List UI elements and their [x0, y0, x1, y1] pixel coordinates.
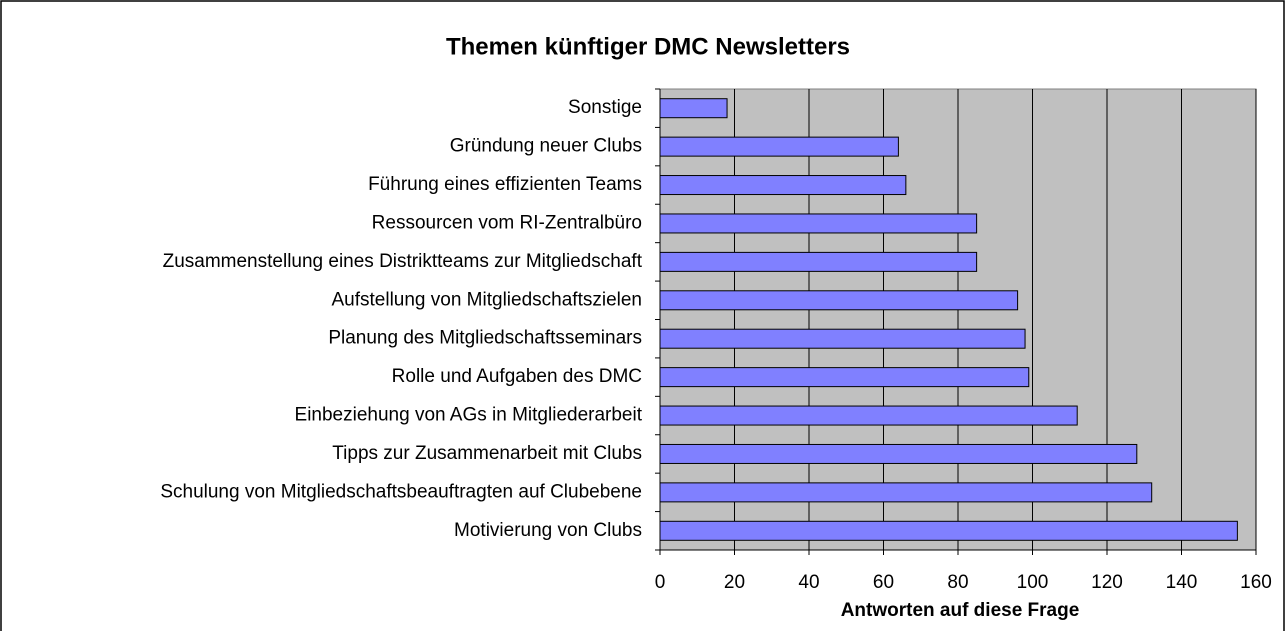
- y-tick-label: Gründung neuer Clubs: [450, 136, 642, 157]
- bar: [659, 328, 1026, 349]
- y-tick-label: Zusammenstellung eines Distriktteams zur…: [163, 251, 643, 272]
- x-tick-label: 80: [947, 572, 968, 593]
- x-tick-label: 0: [655, 572, 666, 593]
- y-tick-label: Planung des Mitgliedschaftsseminars: [328, 328, 642, 349]
- y-tick-label: Sonstige: [568, 97, 642, 118]
- chart-title: Themen künftiger DMC Newsletters: [446, 33, 850, 60]
- x-axis-label: Antworten auf diese Frage: [841, 600, 1080, 621]
- x-tick-label: 40: [798, 572, 819, 593]
- y-tick-label: Schulung von Mitgliedschaftsbeauftragten…: [160, 481, 642, 502]
- bar: [659, 443, 1138, 464]
- bar: [659, 98, 728, 119]
- x-tick-label: 160: [1240, 572, 1272, 593]
- bar: [659, 405, 1078, 426]
- x-tick-label: 120: [1091, 572, 1123, 593]
- bar: [659, 251, 978, 272]
- bar: [659, 136, 899, 157]
- x-tick-label: 100: [1017, 572, 1049, 593]
- x-tick-label: 140: [1166, 572, 1198, 593]
- y-tick-label: Tipps zur Zusammenarbeit mit Clubs: [332, 443, 642, 464]
- bar: [659, 213, 978, 234]
- x-tick-label: 20: [724, 572, 745, 593]
- bar: [659, 290, 1019, 311]
- bar: [659, 367, 1030, 388]
- y-tick-label: Motivierung von Clubs: [454, 520, 642, 541]
- y-tick-label: Aufstellung von Mitgliedschaftszielen: [331, 289, 642, 310]
- y-tick-label: Ressourcen vom RI-Zentralbüro: [372, 212, 642, 233]
- y-tick-label: Führung eines effizienten Teams: [368, 174, 642, 195]
- bar: [659, 482, 1153, 503]
- y-tick-label: Einbeziehung von AGs in Mitgliederarbeit: [295, 405, 643, 426]
- x-tick-label: 60: [873, 572, 894, 593]
- bar: [659, 175, 907, 196]
- bar: [659, 520, 1238, 541]
- y-tick-label: Rolle und Aufgaben des DMC: [392, 366, 642, 387]
